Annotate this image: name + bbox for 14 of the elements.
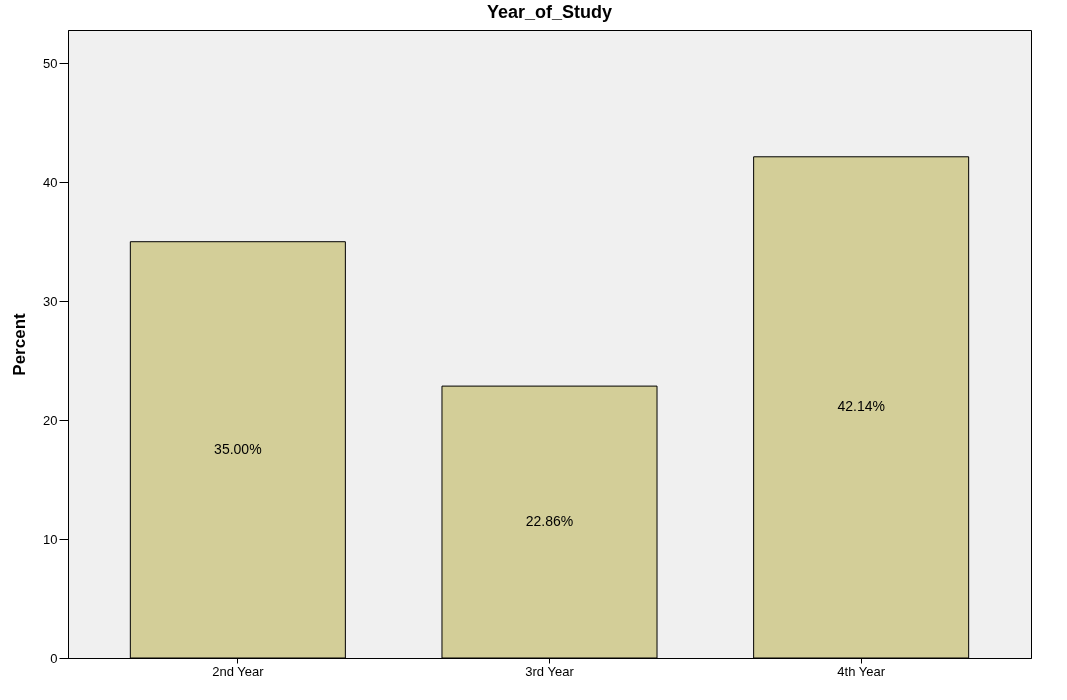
y-tick-label: 50 xyxy=(43,55,58,71)
x-tick-label: 4th Year xyxy=(837,663,886,679)
x-tick-label: 2nd Year xyxy=(212,663,265,679)
y-tick-label: 0 xyxy=(50,650,58,666)
y-tick-label: 40 xyxy=(43,174,58,190)
chart-title: Year_of_Study xyxy=(486,2,613,22)
data-label: 35.00% xyxy=(214,440,262,457)
data-label: 22.86% xyxy=(525,513,574,530)
y-tick-label: 30 xyxy=(43,293,58,309)
y-axis-title: Percent xyxy=(10,312,30,376)
data-label: 42.14% xyxy=(837,398,885,415)
y-tick-label: 20 xyxy=(43,412,58,428)
y-tick-label: 10 xyxy=(43,531,58,547)
x-tick-label: 3rd Year xyxy=(525,663,575,679)
